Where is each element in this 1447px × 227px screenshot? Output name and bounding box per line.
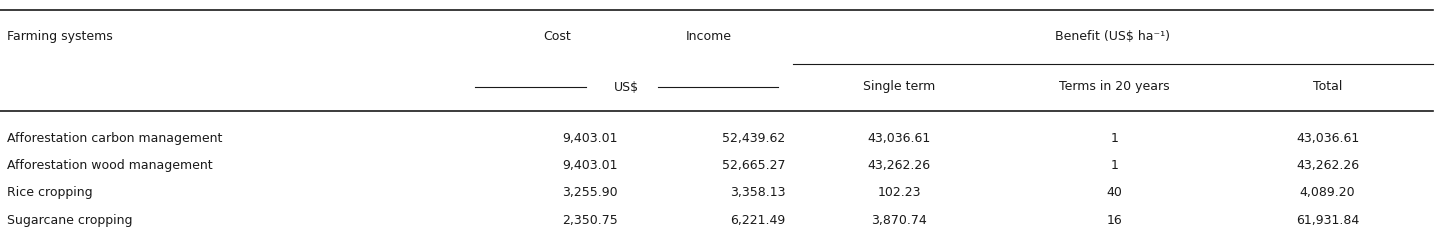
Text: Income: Income [686,30,732,43]
Text: 102.23: 102.23 [877,186,922,200]
Text: 4,089.20: 4,089.20 [1299,186,1356,200]
Text: 1: 1 [1110,159,1119,172]
Text: Cost: Cost [543,30,572,43]
Text: 40: 40 [1107,186,1121,200]
Text: Afforestation wood management: Afforestation wood management [7,159,213,172]
Text: 43,036.61: 43,036.61 [1297,132,1359,145]
Text: Terms in 20 years: Terms in 20 years [1059,80,1169,93]
Text: US$: US$ [614,81,640,94]
Text: 2,350.75: 2,350.75 [561,214,618,227]
Text: 43,262.26: 43,262.26 [1297,159,1359,172]
Text: Sugarcane cropping: Sugarcane cropping [7,214,133,227]
Text: 3,255.90: 3,255.90 [563,186,618,200]
Text: 6,221.49: 6,221.49 [731,214,786,227]
Text: 43,262.26: 43,262.26 [868,159,930,172]
Text: Afforestation carbon management: Afforestation carbon management [7,132,223,145]
Text: 1: 1 [1110,132,1119,145]
Text: 52,665.27: 52,665.27 [722,159,786,172]
Text: 16: 16 [1107,214,1121,227]
Text: 9,403.01: 9,403.01 [563,159,618,172]
Text: 52,439.62: 52,439.62 [722,132,786,145]
Text: Rice cropping: Rice cropping [7,186,93,200]
Text: 43,036.61: 43,036.61 [868,132,930,145]
Text: 61,931.84: 61,931.84 [1297,214,1359,227]
Text: Farming systems: Farming systems [7,30,113,43]
Text: 3,870.74: 3,870.74 [871,214,928,227]
Text: Total: Total [1312,80,1343,93]
Text: Single term: Single term [864,80,935,93]
Text: 9,403.01: 9,403.01 [563,132,618,145]
Text: 3,358.13: 3,358.13 [731,186,786,200]
Text: Benefit (US$ ha⁻¹): Benefit (US$ ha⁻¹) [1055,30,1171,43]
